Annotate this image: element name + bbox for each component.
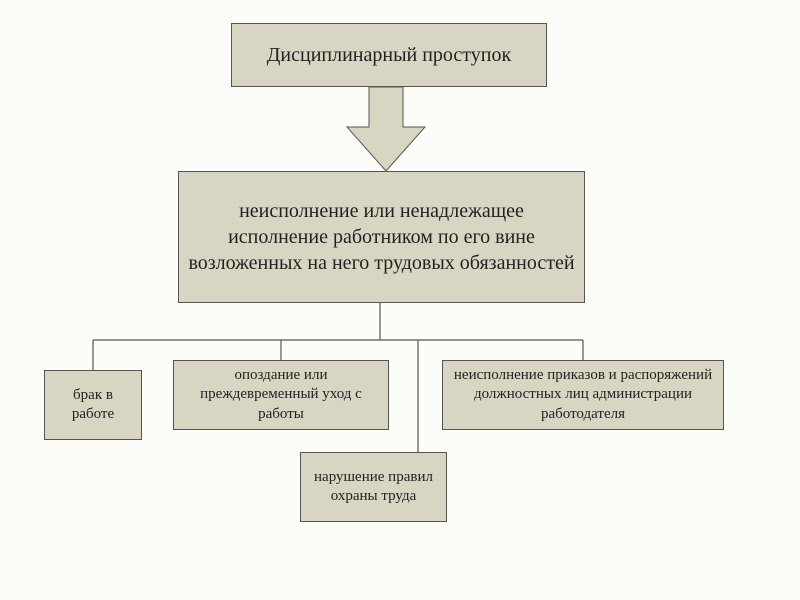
tree-connector xyxy=(0,0,800,600)
